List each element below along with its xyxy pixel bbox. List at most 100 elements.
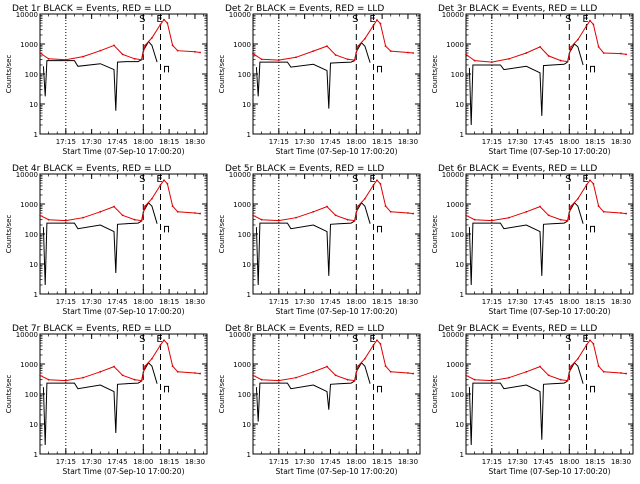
series-lld-line bbox=[465, 339, 627, 382]
panel-title: Det 5r BLACK = Events, RED = LLD bbox=[225, 164, 384, 174]
series-lld-point bbox=[113, 205, 115, 208]
y-tick-label: 10000 bbox=[229, 331, 251, 339]
x-tick-label: 17:15 bbox=[482, 138, 502, 146]
series-lld-point bbox=[412, 212, 415, 215]
series-lld-point bbox=[39, 52, 41, 54]
series-lld-point bbox=[166, 182, 169, 185]
series-lld-point bbox=[353, 219, 356, 222]
x-tick-label: 17:15 bbox=[269, 138, 289, 146]
y-tick-label: 100 bbox=[238, 391, 251, 399]
panel-title: Det 7r BLACK = Events, RED = LLD bbox=[12, 324, 171, 334]
gap-bracket bbox=[377, 225, 383, 233]
gap-bracket bbox=[590, 225, 596, 233]
series-lld-point bbox=[151, 197, 153, 200]
series-lld-point bbox=[592, 342, 595, 345]
series-lld-point bbox=[163, 18, 165, 21]
series-lld-point bbox=[113, 365, 115, 368]
series-lld-point bbox=[176, 49, 179, 52]
series-lld-point bbox=[199, 212, 202, 215]
x-tick-label: 18:00 bbox=[133, 458, 153, 466]
y-tick-label: 100 bbox=[25, 231, 38, 239]
y-tick-label: 10 bbox=[455, 101, 464, 109]
plot-frame bbox=[465, 13, 634, 135]
series-lld-point bbox=[171, 365, 174, 368]
x-tick-label: 17:15 bbox=[482, 458, 502, 466]
series-lld-point bbox=[525, 370, 528, 373]
panel-det-2: Det 2r BLACK = Events, RED = LLD 1 10 100 10… bbox=[218, 4, 421, 156]
series-lld-point bbox=[39, 374, 41, 377]
y-tick-label: 1000 bbox=[233, 201, 251, 209]
series-lld-point bbox=[82, 376, 84, 379]
series-lld-point bbox=[176, 370, 179, 373]
series-lld-point bbox=[166, 22, 169, 24]
series-lld-point bbox=[277, 219, 280, 222]
x-axis-label: Start Time (07-Sep-10 17:00:20) bbox=[276, 307, 398, 316]
series-lld-point bbox=[133, 378, 136, 381]
series-lld-point bbox=[539, 365, 541, 368]
series-lld-line bbox=[252, 179, 414, 222]
y-tick-label: 1000 bbox=[20, 41, 38, 49]
marker-label-s: S bbox=[352, 334, 358, 345]
series-lld-point bbox=[121, 214, 124, 217]
series-lld-point bbox=[346, 58, 349, 61]
marker-label-s: S bbox=[352, 174, 358, 185]
y-tick-label: 10000 bbox=[442, 171, 464, 179]
series-events-line bbox=[468, 361, 584, 446]
y-axis-label: Counts/sec bbox=[431, 375, 439, 414]
x-tick-label: 18:15 bbox=[372, 458, 392, 466]
series-lld-point bbox=[194, 50, 196, 53]
series-lld-point bbox=[194, 212, 196, 214]
series-lld-line bbox=[39, 18, 201, 61]
series-lld-point bbox=[465, 53, 467, 56]
panel-det-5: Det 5r BLACK = Events, RED = LLD 1 10 100 10… bbox=[218, 164, 421, 316]
series-lld-point bbox=[547, 214, 550, 217]
x-tick-label: 18:00 bbox=[346, 298, 366, 306]
series-lld-point bbox=[559, 59, 562, 62]
series-lld-point bbox=[376, 179, 378, 182]
x-tick-label: 17:15 bbox=[56, 298, 76, 306]
series-lld-point bbox=[295, 216, 297, 219]
series-lld-point bbox=[407, 372, 409, 374]
y-tick-label: 10 bbox=[29, 101, 38, 109]
x-tick-label: 17:15 bbox=[482, 298, 502, 306]
y-tick-label: 1000 bbox=[446, 361, 464, 369]
series-lld-point bbox=[372, 184, 375, 186]
series-lld-point bbox=[99, 210, 102, 213]
marker-label-s: S bbox=[139, 174, 145, 185]
series-lld-point bbox=[140, 379, 143, 382]
series-lld-point bbox=[326, 365, 328, 368]
series-lld-point bbox=[277, 59, 280, 62]
series-lld-point bbox=[140, 58, 143, 61]
plot-frame bbox=[465, 333, 634, 455]
series-lld-line bbox=[465, 19, 627, 63]
series-lld-point bbox=[379, 342, 382, 345]
series-lld-point bbox=[566, 60, 569, 63]
y-tick-label: 1 bbox=[247, 451, 251, 459]
series-lld-point bbox=[99, 370, 102, 373]
series-lld-point bbox=[376, 339, 378, 342]
series-lld-point bbox=[625, 53, 628, 56]
x-tick-label: 17:30 bbox=[295, 458, 315, 466]
y-tick-label: 100 bbox=[451, 231, 464, 239]
y-tick-label: 10000 bbox=[442, 331, 464, 339]
y-axis-label: Counts/sec bbox=[218, 55, 226, 94]
x-tick-label: 18:15 bbox=[159, 458, 179, 466]
panel-det-6: Det 6r BLACK = Events, RED = LLD 1 10 100 10… bbox=[431, 164, 634, 316]
series-lld-point bbox=[295, 56, 297, 59]
x-tick-label: 17:45 bbox=[320, 458, 340, 466]
series-events-line bbox=[255, 361, 371, 422]
gap-bracket bbox=[164, 65, 170, 73]
series-events-line bbox=[42, 40, 158, 111]
series-lld-point bbox=[260, 378, 263, 381]
series-lld-point bbox=[547, 374, 550, 377]
series-lld-point bbox=[597, 46, 600, 48]
marker-label-s: S bbox=[565, 334, 571, 345]
y-tick-label: 1 bbox=[247, 131, 251, 139]
marker-label-e: E bbox=[582, 174, 588, 185]
series-lld-point bbox=[159, 344, 162, 346]
y-tick-label: 10 bbox=[242, 421, 251, 429]
panel-title: Det 2r BLACK = Events, RED = LLD bbox=[225, 4, 384, 14]
y-tick-label: 1000 bbox=[446, 41, 464, 49]
series-lld-point bbox=[384, 45, 387, 48]
panel-title: Det 6r BLACK = Events, RED = LLD bbox=[438, 164, 597, 174]
